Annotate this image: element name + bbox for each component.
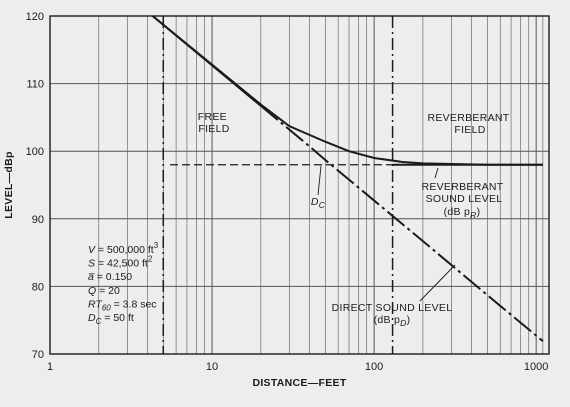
free-field-label: FREE FIELD xyxy=(198,111,230,135)
x-tick-label: 100 xyxy=(365,361,383,373)
x-tick-label: 10 xyxy=(206,361,218,373)
reverberant-label-line-2: SOUND LEVEL xyxy=(426,193,503,205)
leader-lines xyxy=(317,165,456,302)
direct-unit-prefix: (dB p xyxy=(374,314,401,326)
parameter-value: = 0.150 xyxy=(94,271,132,283)
free-field-line-1: FREE xyxy=(198,111,227,123)
parameter-line: S = 42,500 ft2 xyxy=(88,255,153,270)
y-axis-title: LEVEL—dBp xyxy=(3,151,15,218)
plot-frame xyxy=(49,15,550,355)
reverberant-unit-subscript: R xyxy=(470,210,476,220)
free-field-line-2: FIELD xyxy=(198,123,229,135)
x-tick-label: 1000 xyxy=(524,361,548,373)
dc-symbol: D xyxy=(311,196,319,208)
parameter-symbol: S xyxy=(88,258,95,270)
direct-leader xyxy=(419,264,456,302)
y-tick-label: 90 xyxy=(32,214,44,226)
x-axis-title: DISTANCE—FEET xyxy=(252,377,346,389)
dc-leader xyxy=(317,165,322,196)
reverberant-field-label: REVERBERANT FIELD xyxy=(427,112,512,136)
reference-lines xyxy=(162,16,394,354)
reverberant-field-line-2: FIELD xyxy=(454,124,485,136)
parameter-superscript: 2 xyxy=(148,255,153,264)
reverberant-unit-label: (dB pR) xyxy=(444,206,481,220)
parameter-value: = 500,000 ft xyxy=(95,244,154,256)
total-line xyxy=(152,15,543,166)
parameter-symbol: a̅ xyxy=(88,271,96,283)
series-lines xyxy=(152,15,544,342)
y-tick-label: 110 xyxy=(26,79,44,91)
parameter-symbol: RT xyxy=(88,298,103,310)
x-tick-label: 1 xyxy=(47,361,53,373)
parameter-line: DC = 50 ft xyxy=(88,312,134,326)
reverberant-sound-level-label: REVERBERANT SOUND LEVEL xyxy=(421,181,506,205)
direct-unit-subscript: D xyxy=(400,318,406,328)
parameter-line: RT60 = 3.8 sec xyxy=(88,298,157,312)
reverberant-label-line-1: REVERBERANT xyxy=(421,181,503,193)
dc-subscript: C xyxy=(319,200,326,210)
parameter-value: = 20 xyxy=(96,285,120,297)
reverberant-unit-prefix: (dB p xyxy=(444,206,471,218)
y-tick-label: 70 xyxy=(32,349,44,361)
direct-line-dashed xyxy=(260,105,544,342)
parameter-value: = 50 ft xyxy=(101,312,133,324)
parameter-symbol: V xyxy=(88,244,96,256)
parameter-line: Q = 20 xyxy=(88,285,120,297)
parameter-value: = 42,500 ft xyxy=(95,258,148,270)
parameter-symbol: Q xyxy=(88,285,96,297)
plot-border xyxy=(49,15,550,355)
parameter-value: = 3.8 sec xyxy=(111,298,157,310)
direct-unit-close: ) xyxy=(407,314,411,326)
parameter-line: a̅ = 0.150 xyxy=(88,271,133,283)
y-tick-label: 120 xyxy=(26,11,44,23)
reverberant-field-line-1: REVERBERANT xyxy=(427,112,509,124)
reverberant-leader xyxy=(434,167,439,179)
parameter-subscript: C xyxy=(96,317,102,326)
annotations: DISTANCE—FEET LEVEL—dBp FREE FIELD REVER… xyxy=(3,111,512,389)
parameter-subscript: 60 xyxy=(102,303,111,312)
direct-sound-level-label: DIRECT SOUND LEVEL xyxy=(332,302,453,314)
parameter-symbol: D xyxy=(88,312,96,324)
y-tick-label: 80 xyxy=(32,281,44,293)
critical-distance-label: DC xyxy=(311,196,326,210)
y-tick-label: 100 xyxy=(26,146,44,158)
direct-unit-label: (dB pD) xyxy=(374,314,411,328)
parameter-superscript: 3 xyxy=(154,241,159,250)
reverberant-unit-close: ) xyxy=(477,206,481,218)
parameter-line: V = 500,000 ft3 xyxy=(88,241,159,256)
